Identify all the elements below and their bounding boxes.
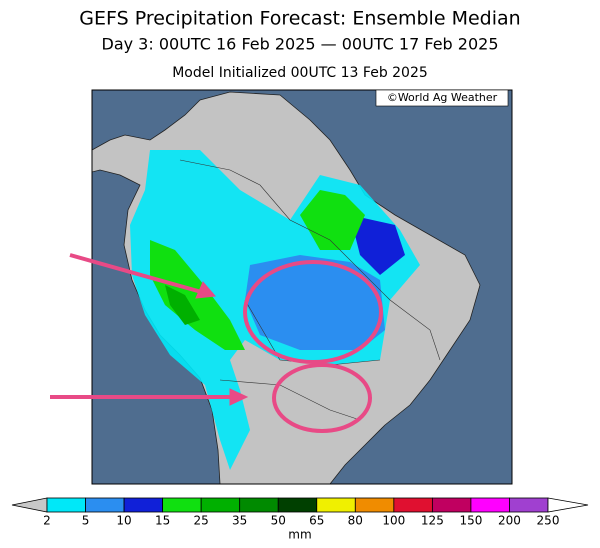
colorbar-segment <box>85 497 125 513</box>
colorbar-segment <box>470 497 510 513</box>
colorbar-segment <box>393 497 433 513</box>
colorbar-segment <box>316 497 356 513</box>
colorbar-label: 150 <box>459 514 482 528</box>
colorbar-unit: mm <box>288 528 311 542</box>
colorbar-label: 50 <box>271 514 286 528</box>
colorbar-label: 35 <box>232 514 247 528</box>
colorbar-label: 100 <box>382 514 405 528</box>
credit: ©World Ag Weather <box>387 91 498 104</box>
colorbar-segment <box>200 497 241 513</box>
colorbar-segment <box>162 497 202 513</box>
colorbar-segment <box>46 497 86 513</box>
precip-green-north <box>300 190 365 250</box>
colorbar-high <box>547 497 589 513</box>
colorbar-low <box>11 497 48 513</box>
colorbar-segment <box>277 497 318 513</box>
colorbar-segment <box>239 497 279 513</box>
colorbar-segment <box>123 497 164 513</box>
title: GEFS Precipitation Forecast: Ensemble Me… <box>79 8 520 30</box>
colorbar-label: 200 <box>498 514 521 528</box>
colorbar-label: 5 <box>82 514 90 528</box>
precip-dark-green <box>165 285 200 325</box>
colorbar-segment <box>431 497 472 513</box>
colorbar-label: 250 <box>537 514 560 528</box>
colorbar-label: 10 <box>116 514 131 528</box>
init-time: Model Initialized 00UTC 13 Feb 2025 <box>172 65 428 81</box>
colorbar-label: 80 <box>348 514 363 528</box>
colorbar-label: 125 <box>421 514 444 528</box>
colorbar-label: 65 <box>309 514 324 528</box>
precip-heavy <box>350 215 405 275</box>
borders <box>179 159 441 421</box>
precip-moderate <box>245 255 385 350</box>
forecast-period: Day 3: 00UTC 16 Feb 2025 — 00UTC 17 Feb … <box>102 35 499 54</box>
colorbar-label: 15 <box>155 514 170 528</box>
colorbar-segment <box>354 497 395 513</box>
colorbar-label: 25 <box>194 514 209 528</box>
colorbar: 2 5 10 15 25 35 50 65 80 100 125 150 200 250 <box>11 497 589 528</box>
map: ©World Ag Weather <box>91 89 513 485</box>
annotations <box>50 253 383 433</box>
colorbar-segment <box>509 497 549 513</box>
colorbar-label: 2 <box>43 514 51 528</box>
